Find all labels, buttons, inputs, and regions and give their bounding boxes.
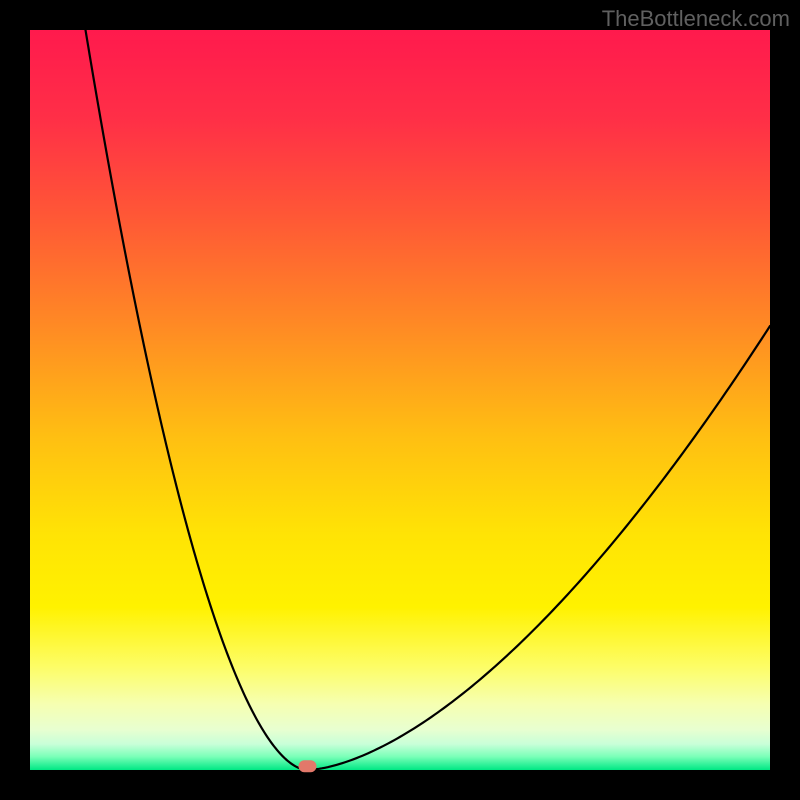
plot-gradient-background bbox=[30, 30, 770, 770]
chart-container: TheBottleneck.com bbox=[0, 0, 800, 800]
watermark-text: TheBottleneck.com bbox=[602, 6, 790, 32]
bottleneck-curve-chart bbox=[0, 0, 800, 800]
minimum-marker bbox=[299, 760, 317, 772]
